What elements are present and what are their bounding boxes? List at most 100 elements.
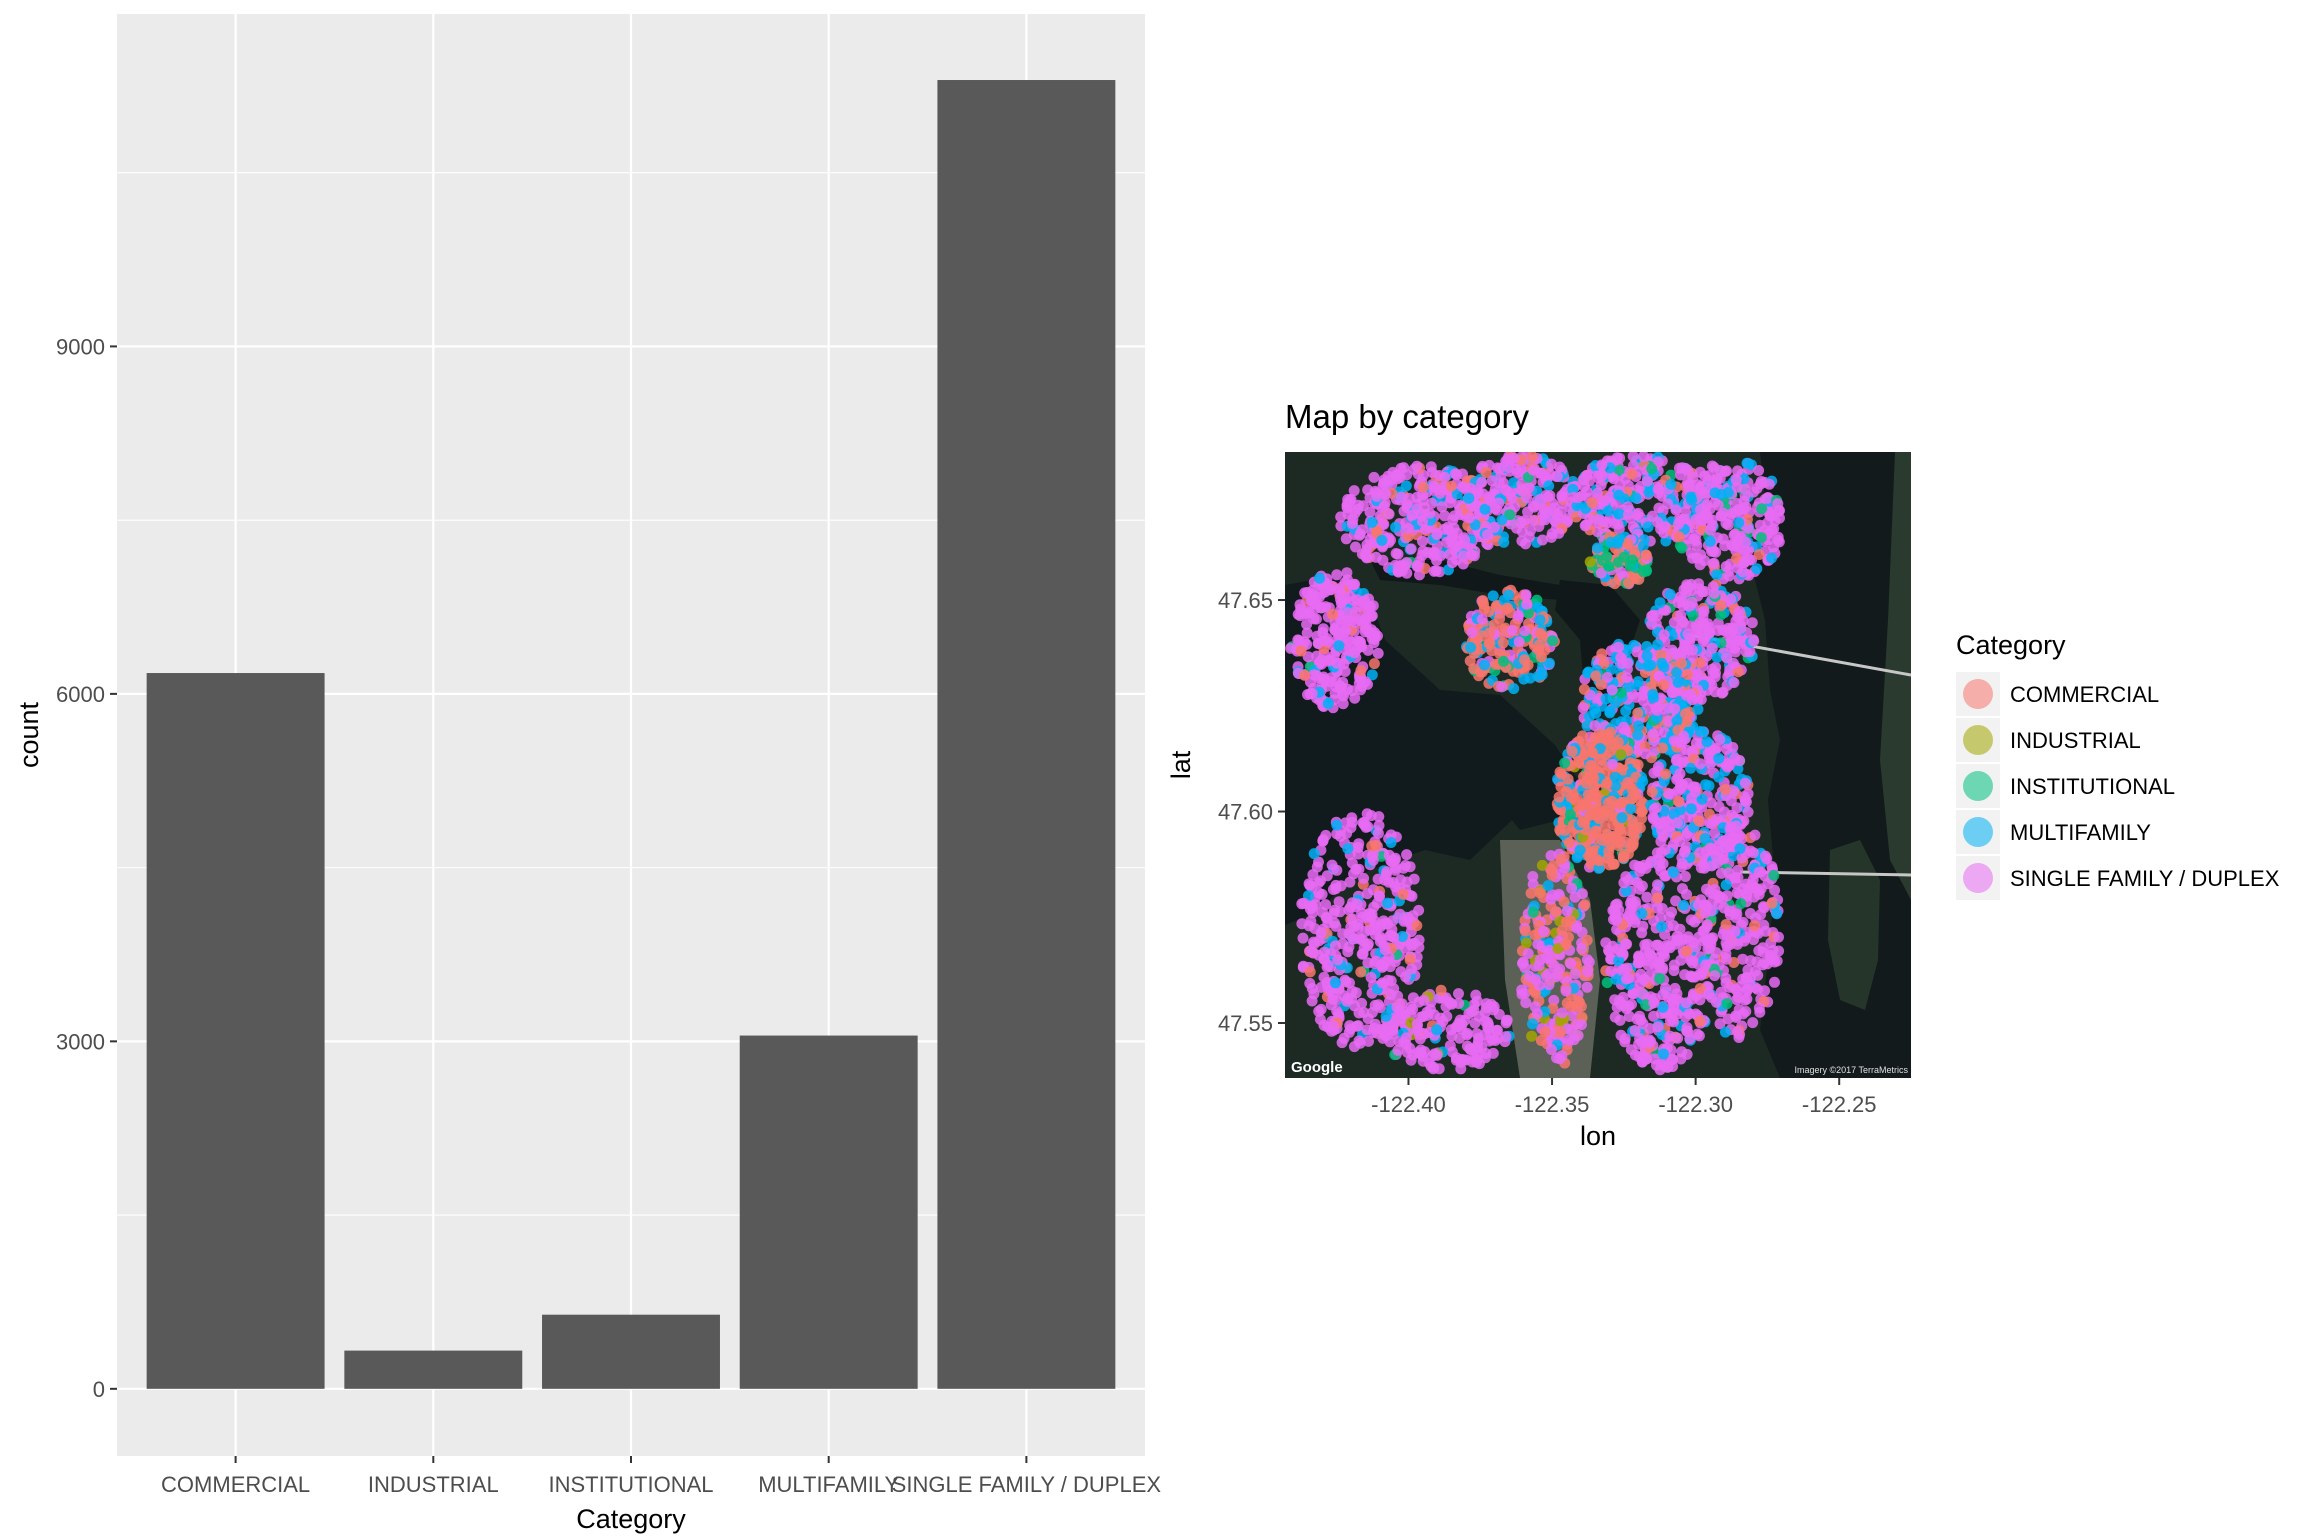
- map-point: [1560, 938, 1572, 950]
- map-point: [1630, 492, 1642, 504]
- map-point: [1769, 976, 1780, 988]
- map-point: [1480, 467, 1492, 478]
- map-point: [1343, 615, 1355, 627]
- map-point: [1556, 490, 1568, 501]
- map-point: [1700, 959, 1712, 971]
- map-point: [1731, 887, 1743, 899]
- map-point: [1532, 602, 1544, 614]
- map-point: [1742, 522, 1754, 534]
- map-point: [1739, 777, 1751, 789]
- map-point: [1498, 655, 1509, 667]
- map-point: [1578, 797, 1590, 809]
- map-point: [1308, 988, 1320, 1000]
- map-point: [1646, 786, 1658, 798]
- map-point: [1725, 795, 1737, 807]
- map-point: [1535, 651, 1547, 663]
- map-point: [1636, 908, 1648, 919]
- map-point: [1307, 869, 1319, 881]
- map-point: [1296, 898, 1308, 910]
- map-point: [1376, 961, 1388, 973]
- map-point: [1747, 847, 1759, 859]
- map-point: [1356, 524, 1368, 536]
- map-point: [1361, 543, 1373, 555]
- y-tick-label: 6000: [56, 682, 105, 707]
- map-point: [1374, 890, 1385, 902]
- y-tick-label: 3000: [56, 1029, 105, 1054]
- map-point: [1704, 535, 1716, 547]
- map-point: [1358, 1007, 1370, 1018]
- map-point: [1685, 970, 1697, 982]
- map-point: [1327, 884, 1339, 895]
- map-point: [1768, 869, 1780, 881]
- map-point: [1411, 1018, 1423, 1030]
- map-point: [1392, 548, 1404, 560]
- map-point: [1694, 466, 1706, 478]
- map-point: [1548, 506, 1560, 518]
- map-point: [1620, 973, 1632, 985]
- map-point: [1733, 517, 1745, 529]
- x-tick-label: INDUSTRIAL: [368, 1472, 499, 1497]
- map-point: [1638, 685, 1650, 697]
- map-point: [1773, 945, 1785, 957]
- map-point: [1664, 1030, 1676, 1042]
- map-point: [1625, 803, 1637, 815]
- map-point: [1615, 687, 1627, 699]
- map-point: [1344, 1020, 1356, 1032]
- map-point: [1728, 677, 1740, 689]
- map-point: [1565, 958, 1577, 970]
- map-point: [1706, 642, 1718, 654]
- map-point: [1667, 866, 1679, 878]
- map-point: [1569, 968, 1581, 980]
- map-point: [1362, 484, 1374, 496]
- map-point: [1341, 995, 1353, 1007]
- map-point: [1660, 768, 1671, 780]
- map-point: [1538, 925, 1549, 937]
- map-point: [1622, 501, 1634, 513]
- map-point: [1657, 989, 1669, 1001]
- map-point: [1527, 871, 1539, 882]
- map-point: [1741, 457, 1753, 469]
- map-point: [1672, 796, 1684, 807]
- map-point: [1463, 492, 1475, 504]
- map-point: [1332, 954, 1344, 966]
- map-point: [1304, 966, 1316, 978]
- map-point: [1550, 906, 1562, 918]
- map-point: [1598, 658, 1610, 670]
- map-point: [1556, 1007, 1568, 1019]
- map-point: [1556, 925, 1568, 936]
- map-point: [1473, 1011, 1485, 1022]
- map-point: [1435, 984, 1447, 996]
- map-point: [1662, 498, 1674, 510]
- map-point: [1355, 966, 1367, 978]
- map-point: [1708, 587, 1720, 599]
- legend-key-swatch: [1963, 817, 1993, 847]
- map-point: [1635, 1014, 1647, 1026]
- map-point: [1623, 577, 1634, 589]
- map-point: [1527, 1018, 1538, 1030]
- map-point: [1400, 971, 1412, 983]
- map-point: [1645, 855, 1657, 867]
- map-point: [1292, 634, 1304, 646]
- map-point: [1527, 906, 1539, 918]
- map-point: [1753, 549, 1765, 560]
- map-point: [1685, 803, 1697, 815]
- map-point: [1313, 949, 1325, 961]
- map-point: [1484, 494, 1496, 506]
- map-point: [1603, 846, 1615, 858]
- map-point: [1773, 536, 1785, 548]
- map-point: [1676, 1046, 1688, 1058]
- map-point: [1637, 540, 1649, 552]
- map-point: [1380, 1010, 1392, 1022]
- map-point: [1482, 529, 1493, 541]
- map-point: [1694, 616, 1706, 628]
- map-point: [1377, 1032, 1389, 1044]
- map-point: [1309, 598, 1321, 610]
- map-point: [1739, 794, 1751, 806]
- east-shore-land: [1880, 452, 1911, 900]
- map-point: [1496, 514, 1508, 526]
- map-point: [1304, 977, 1316, 989]
- map-point: [1403, 492, 1415, 504]
- map-point: [1512, 610, 1524, 621]
- map-point: [1422, 1009, 1434, 1021]
- map-point: [1681, 689, 1692, 701]
